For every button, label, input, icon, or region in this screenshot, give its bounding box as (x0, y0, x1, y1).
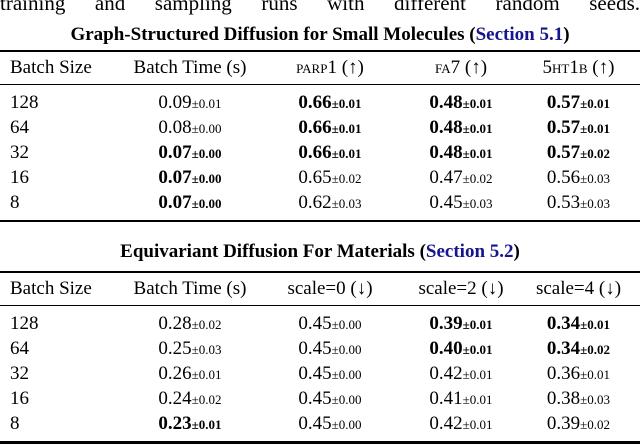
metric-cell: 0.23±0.01 (158, 412, 222, 434)
column-header: scale=0 (↓) (255, 272, 405, 306)
metric-cell: 0.39±0.01 (429, 312, 493, 334)
metric-cell: 0.66±0.01 (298, 91, 362, 113)
column-header: scale=2 (↓) (405, 272, 517, 306)
metric-direction-arrow: (↑) (336, 57, 364, 78)
metric-cell: 0.42±0.01 (429, 412, 493, 434)
metric-cell: 0.26±0.01 (158, 362, 222, 384)
metric-cell: 0.39±0.02 (546, 412, 611, 434)
table-row: 8 0.07±0.00 0.62±0.03 0.45±0.03 0.53±0.03 (0, 190, 640, 221)
table-row: 64 0.25±0.03 0.45±0.00 0.40±0.01 0.34±0.02 (0, 336, 640, 361)
metric-cell: 0.34±0.01 (546, 312, 611, 334)
column-header: Batch Time (s) (125, 272, 255, 306)
metric-cell: 0.48±0.01 (429, 116, 493, 138)
column-header: scale=4 (↓) (517, 272, 640, 306)
metric-cell: 0.25±0.03 (158, 337, 222, 359)
metric-cell: 0.62±0.03 (298, 191, 362, 213)
table-row: 32 0.26±0.01 0.45±0.00 0.42±0.01 0.36±0.01 (0, 361, 640, 386)
metric-cell: 0.45±0.03 (429, 191, 493, 213)
batch-size-cell: 128 (10, 312, 39, 334)
section-5-1-link[interactable]: Section 5.1 (475, 24, 564, 45)
metric-cell: 0.48±0.01 (429, 141, 493, 163)
metric-cell: 0.42±0.01 (429, 362, 493, 384)
metric-cell: 0.65±0.02 (298, 166, 362, 188)
batch-size-cell: 64 (10, 116, 29, 138)
table-1-body: 128 0.09±0.01 0.66±0.01 0.48±0.01 0.57±0.01 6… (0, 85, 640, 222)
metric-cell: 0.66±0.01 (298, 141, 362, 163)
column-header: Batch Time (s) (125, 51, 255, 85)
column-header: parp1 (↑) (255, 51, 405, 85)
table-2-header-row: Batch Size Batch Time (s) scale=0 (↓) scale… (0, 272, 640, 306)
table-row: 16 0.24±0.02 0.45±0.00 0.41±0.01 0.38±0.03 (0, 386, 640, 411)
metric-direction-arrow: (↑) (460, 57, 488, 78)
metric-cell: 0.28±0.02 (158, 312, 222, 334)
table-row: 64 0.08±0.00 0.66±0.01 0.48±0.01 0.57±0.01 (0, 115, 640, 140)
table-1-title-close: ) (563, 24, 570, 45)
metric-cell: 0.45±0.00 (298, 312, 362, 334)
metric-cell: 0.57±0.01 (546, 116, 611, 138)
batch-size-cell: 8 (10, 191, 20, 213)
metric-cell: 0.47±0.02 (429, 166, 493, 188)
body-text-line: training and sampling runs with differen… (0, 0, 640, 15)
table-2-title-text: Equivariant Diffusion For Materials ( (120, 241, 426, 262)
metric-direction-arrow: (↓) (476, 278, 504, 299)
metric-cell: 0.07±0.00 (158, 191, 222, 213)
batch-size-cell: 32 (10, 362, 29, 384)
metric-direction-arrow: (↓) (345, 278, 373, 299)
metric-cell: 0.08±0.00 (158, 116, 222, 138)
column-header: Batch Size (0, 51, 125, 85)
metric-cell: 0.53±0.03 (546, 191, 611, 213)
metric-cell: 0.34±0.02 (546, 337, 611, 359)
metric-cell: 0.66±0.01 (298, 116, 362, 138)
materials-table: Batch Size Batch Time (s) scale=0 (↓) scale… (0, 271, 640, 444)
table-row: 16 0.07±0.00 0.65±0.02 0.47±0.02 0.56±0.03 (0, 165, 640, 190)
metric-cell: 0.45±0.00 (298, 337, 362, 359)
batch-size-cell: 16 (10, 166, 29, 188)
batch-size-cell: 128 (10, 91, 39, 113)
metric-cell: 0.38±0.03 (546, 387, 611, 409)
table-2-title: Equivariant Diffusion For Materials (Sec… (0, 240, 640, 264)
table-1-title: Graph-Structured Diffusion for Small Mol… (0, 23, 640, 47)
metric-cell: 0.36±0.01 (546, 362, 611, 384)
metric-cell: 0.41±0.01 (429, 387, 493, 409)
metric-cell: 0.57±0.01 (546, 91, 611, 113)
metric-cell: 0.57±0.02 (546, 141, 611, 163)
column-header: 5ht1b (↑) (517, 51, 640, 85)
batch-size-cell: 32 (10, 141, 29, 163)
metric-cell: 0.45±0.00 (298, 387, 362, 409)
table-row: 32 0.07±0.00 0.66±0.01 0.48±0.01 0.57±0.02 (0, 140, 640, 165)
metric-direction-arrow: (↑) (587, 57, 615, 78)
metric-cell: 0.45±0.00 (298, 412, 362, 434)
metric-cell: 0.45±0.00 (298, 362, 362, 384)
table-row: 128 0.09±0.01 0.66±0.01 0.48±0.01 0.57±0.01 (0, 85, 640, 116)
metric-cell: 0.07±0.00 (158, 166, 222, 188)
metric-cell: 0.40±0.01 (429, 337, 493, 359)
metric-cell: 0.09±0.01 (158, 91, 222, 113)
metric-cell: 0.07±0.00 (158, 141, 222, 163)
batch-size-cell: 16 (10, 387, 29, 409)
table-row: 8 0.23±0.01 0.45±0.00 0.42±0.01 0.39±0.02 (0, 411, 640, 443)
batch-size-cell: 64 (10, 337, 29, 359)
metric-cell: 0.48±0.01 (429, 91, 493, 113)
column-header: Batch Size (0, 272, 125, 306)
metric-direction-arrow: (↓) (594, 278, 622, 299)
table-2-body: 128 0.28±0.02 0.45±0.00 0.39±0.01 0.34±0.01 6… (0, 306, 640, 443)
table-1-title-text: Graph-Structured Diffusion for Small Mol… (70, 24, 476, 45)
metric-cell: 0.56±0.03 (546, 166, 611, 188)
table-row: 128 0.28±0.02 0.45±0.00 0.39±0.01 0.34±0.01 (0, 306, 640, 337)
table-1-header-row: Batch Size Batch Time (s) parp1 (↑) fa7 (↑)… (0, 51, 640, 85)
metric-cell: 0.24±0.02 (158, 387, 222, 409)
small-molecules-table: Batch Size Batch Time (s) parp1 (↑) fa7 (↑)… (0, 50, 640, 222)
table-2-title-close: ) (513, 241, 520, 262)
column-header: fa7 (↑) (405, 51, 517, 85)
section-5-2-link[interactable]: Section 5.2 (425, 241, 514, 262)
body-text-cropped: training and sampling runs with differen… (0, 0, 640, 15)
batch-size-cell: 8 (10, 412, 20, 434)
